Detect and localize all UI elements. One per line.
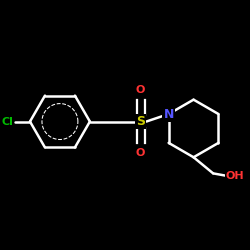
Text: O: O: [136, 86, 145, 96]
Text: Cl: Cl: [1, 116, 13, 126]
Text: N: N: [164, 108, 174, 120]
Text: OH: OH: [226, 171, 244, 181]
Text: O: O: [136, 148, 145, 158]
Text: S: S: [136, 115, 145, 128]
